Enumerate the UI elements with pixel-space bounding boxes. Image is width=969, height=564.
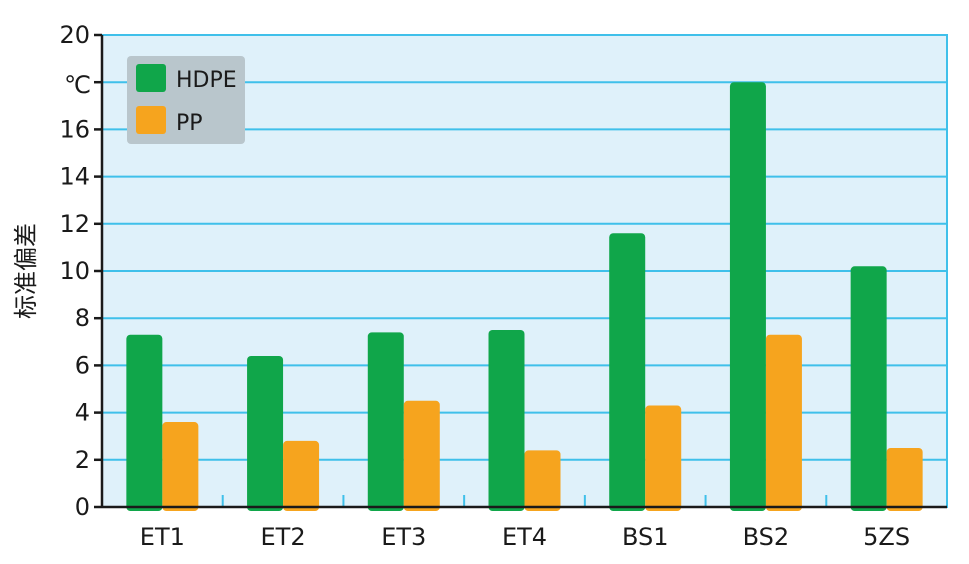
bar-pp-et2 <box>283 440 320 511</box>
x-tick-label: ET3 <box>381 523 426 551</box>
y-tick-label: 2 <box>75 446 90 474</box>
bar-hdpe-5zs <box>850 266 887 511</box>
bar-hdpe-bs2 <box>729 82 766 511</box>
x-tick-label: BS2 <box>743 523 790 551</box>
bar-hdpe-et1 <box>126 334 163 511</box>
legend-label-hdpe: HDPE <box>176 68 237 93</box>
bar-pp-bs1 <box>645 405 682 511</box>
y-tick-label: 12 <box>59 210 90 238</box>
x-minor-ticks <box>221 495 828 507</box>
y-ticks: 0 2 4 6 8 10 12 14 16 20 <box>59 21 102 521</box>
legend-swatch-hdpe <box>136 64 166 92</box>
bars <box>126 82 923 512</box>
x-tick-label: ET4 <box>502 523 547 551</box>
x-tick-label: ET1 <box>140 523 185 551</box>
y-tick-label: 0 <box>75 493 90 521</box>
bar-pp-5zs <box>886 448 923 511</box>
legend-label-pp: PP <box>176 111 203 136</box>
x-tick-label: BS1 <box>622 523 669 551</box>
legend-swatch-pp <box>136 106 166 134</box>
bar-pp-bs2 <box>765 334 802 511</box>
y-tick-label: 16 <box>59 115 90 143</box>
bar-hdpe-et4 <box>488 330 525 511</box>
y-tick-label: 6 <box>75 351 90 379</box>
bar-pp-et3 <box>403 400 440 511</box>
y-tick-label: 4 <box>75 399 90 427</box>
bar-hdpe-et3 <box>367 332 404 511</box>
bar-hdpe-et2 <box>247 355 284 511</box>
x-tick-label: 5ZS <box>863 523 910 551</box>
bar-pp-et4 <box>524 450 561 511</box>
y-tick-label: 14 <box>59 163 90 191</box>
bar-pp-et1 <box>162 422 199 511</box>
y-unit-label: ℃ <box>64 71 91 99</box>
x-tick-label: ET2 <box>261 523 306 551</box>
y-axis-title: 标准偏差 <box>12 223 40 319</box>
bar-hdpe-bs1 <box>609 233 646 512</box>
x-tick-labels: ET1 ET2 ET3 ET4 BS1 BS2 5ZS <box>140 523 910 551</box>
legend: HDPE PP <box>127 56 245 144</box>
y-tick-label: 10 <box>59 257 90 285</box>
y-tick-label: 8 <box>75 304 90 332</box>
y-tick-label: 20 <box>59 21 90 49</box>
